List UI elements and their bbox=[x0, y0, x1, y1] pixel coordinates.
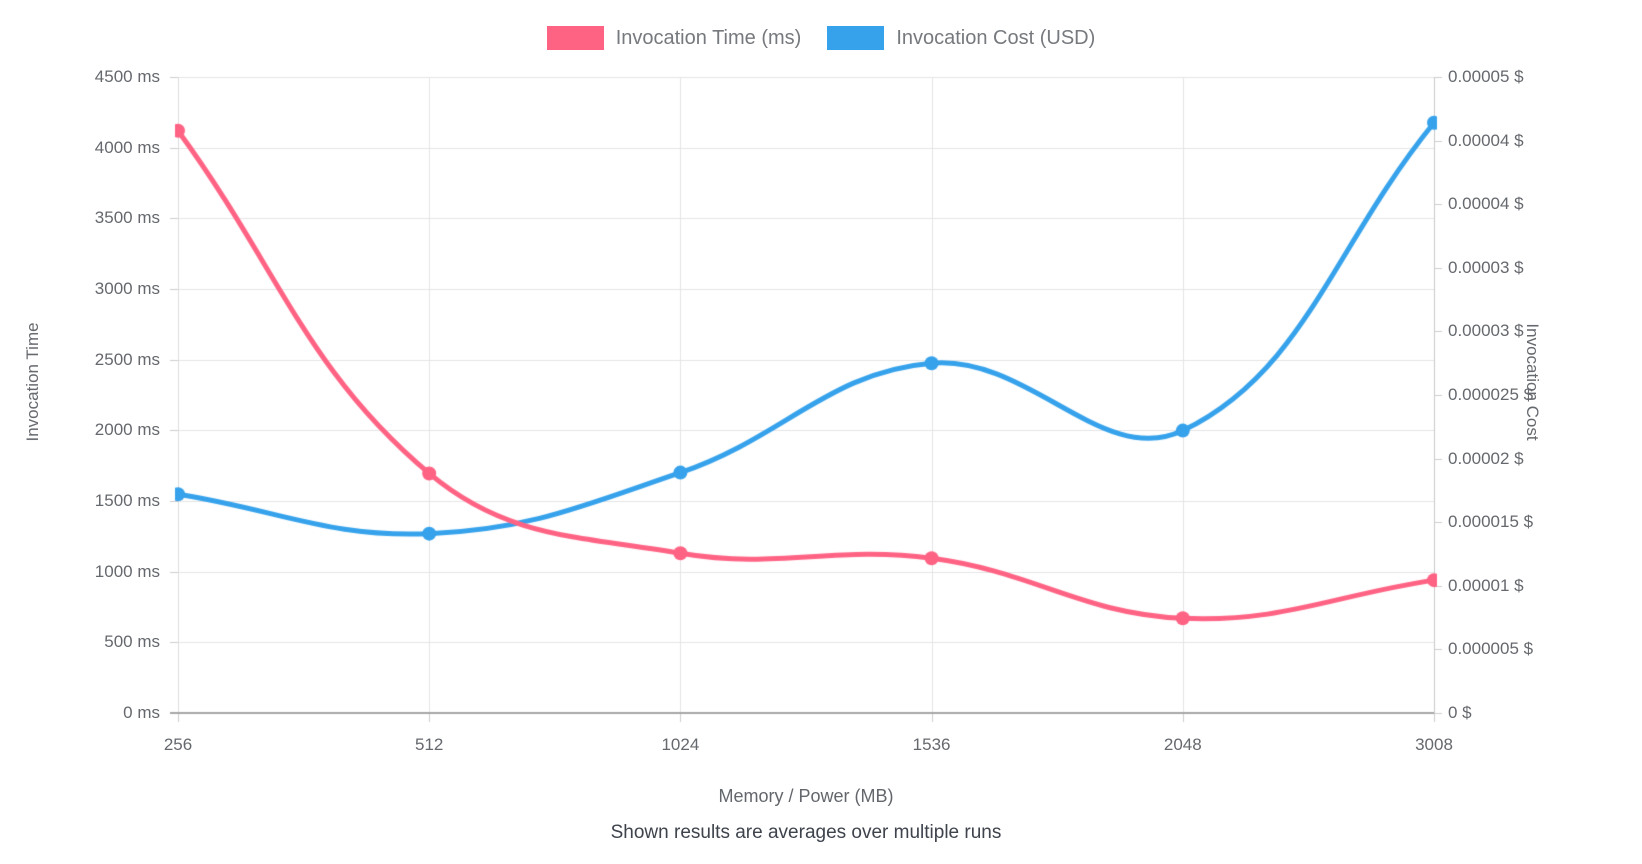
x-axis-tick-label: 512 bbox=[415, 735, 444, 754]
right-axis-tick-label: 0.000025 $ bbox=[1448, 385, 1534, 404]
left-axis-tick-label: 2000 ms bbox=[94, 420, 160, 440]
left-axis-tick-label: 3000 ms bbox=[94, 279, 160, 298]
right-axis-title: Invocation Cost bbox=[1523, 323, 1542, 441]
left-axis-tick-label: 4000 ms bbox=[94, 137, 160, 157]
legend-item-invocation-time[interactable]: Invocation Time (ms) bbox=[537, 26, 812, 50]
right-axis-tick-label: 0.00003 $ bbox=[1448, 321, 1524, 341]
x-axis-tick-label: 1024 bbox=[661, 735, 700, 754]
right-axis-tick-label: 0.000005 $ bbox=[1448, 639, 1534, 659]
right-axis-tick-label: 0.00004 $ bbox=[1448, 194, 1524, 214]
right-axis-tick-label: 0.00004 $ bbox=[1448, 130, 1524, 150]
right-axis-tick-label: 0.00002 $ bbox=[1448, 448, 1524, 468]
left-axis-tick-label: 1000 ms bbox=[94, 561, 160, 581]
legend-item-invocation-cost[interactable]: Invocation Cost (USD) bbox=[817, 26, 1105, 50]
right-axis-tick-label: 0.000015 $ bbox=[1448, 512, 1534, 532]
x-axis-tick-label: 1536 bbox=[912, 735, 951, 754]
left-axis-tick-label: 3500 ms bbox=[94, 208, 160, 228]
x-axis-title: Memory / Power (MB) bbox=[718, 786, 894, 806]
chart-legend: Invocation Time (ms) Invocation Cost (US… bbox=[0, 26, 1642, 50]
x-axis-tick-label: 256 bbox=[163, 735, 193, 754]
right-axis-tick-label: 0 $ bbox=[1448, 703, 1472, 722]
right-axis-tick-label: 0.00005 $ bbox=[1448, 67, 1524, 86]
chart-caption: Shown results are averages over multiple… bbox=[610, 822, 1002, 843]
left-axis-tick-label: 0 ms bbox=[123, 703, 160, 722]
left-axis-tick-label: 500 ms bbox=[104, 632, 160, 652]
left-axis-tick-label: 4500 ms bbox=[94, 67, 160, 86]
left-axis-tick-label: 1500 ms bbox=[94, 491, 160, 510]
legend-label-invocation-cost: Invocation Cost (USD) bbox=[896, 27, 1096, 49]
legend-label-invocation-time: Invocation Time (ms) bbox=[615, 27, 802, 49]
x-axis-tick-label: 2048 bbox=[1163, 735, 1202, 754]
invocation-time-swatch-icon bbox=[546, 26, 604, 50]
left-axis-tick-label: 2500 ms bbox=[94, 349, 160, 369]
invocation-cost-swatch-icon bbox=[827, 26, 885, 50]
right-axis-tick-label: 0.00003 $ bbox=[1448, 257, 1524, 277]
right-axis-tick-label: 0.00001 $ bbox=[1448, 575, 1524, 595]
x-axis-tick-label: 3008 bbox=[1415, 735, 1453, 754]
